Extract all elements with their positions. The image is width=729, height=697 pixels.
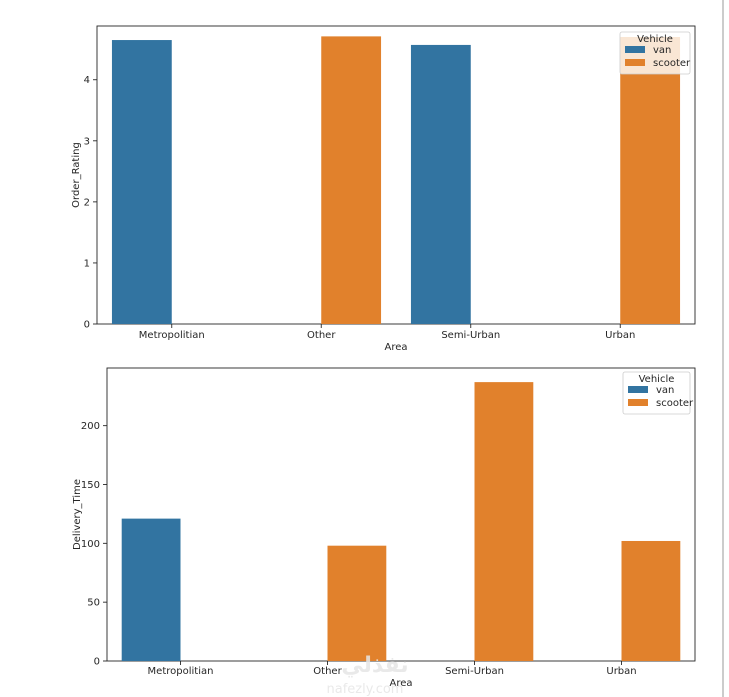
legend-title: Vehicle <box>639 374 675 385</box>
legend-label-scooter: scooter <box>656 398 694 409</box>
x-tick-label: Metropolitian <box>139 330 205 341</box>
x-tick-label: Urban <box>606 666 636 677</box>
watermark-arabic-text: نفذلي <box>341 653 408 678</box>
y-tick-label: 2 <box>84 197 90 208</box>
legend-title: Vehicle <box>637 34 673 45</box>
legend-label-van: van <box>653 45 671 56</box>
legend-label-van: van <box>656 385 674 396</box>
y-tick-label: 0 <box>94 657 100 668</box>
legend-label-scooter: scooter <box>653 58 691 69</box>
legend-swatch-scooter <box>625 59 645 66</box>
y-axis-label: Order_Rating <box>71 142 82 208</box>
x-tick-label: Other <box>313 666 342 677</box>
bar-scooter-other <box>327 545 387 661</box>
y-tick-label: 200 <box>81 421 100 432</box>
y-tick-label: 3 <box>84 136 90 147</box>
bar-scooter-urban <box>620 36 681 325</box>
y-tick-label: 0 <box>84 320 90 331</box>
bar-van-metropolitian <box>111 40 172 325</box>
x-tick-label: Urban <box>605 330 635 341</box>
y-tick-label: 1 <box>84 258 90 269</box>
x-axis-label: Area <box>389 678 412 689</box>
watermark-latin-text: nafezly.com <box>327 682 404 697</box>
bar-scooter-urban <box>621 540 681 661</box>
y-tick-label: 100 <box>81 539 100 550</box>
y-axis-label: Delivery_Time <box>72 479 83 550</box>
legend-swatch-van <box>625 46 645 53</box>
plot-frame <box>106 367 696 662</box>
legend-swatch-scooter <box>628 399 648 406</box>
bar-scooter-semi-urban <box>474 382 534 661</box>
plot-frame <box>96 25 696 325</box>
bar-scooter-other <box>321 36 382 324</box>
bar-van-semi-urban <box>410 44 471 324</box>
x-tick-label: Metropolitian <box>148 666 214 677</box>
y-tick-label: 150 <box>81 480 100 491</box>
legend-swatch-van <box>628 386 648 393</box>
y-tick-label: 4 <box>84 75 90 86</box>
x-tick-label: Other <box>307 330 336 341</box>
y-tick-label: 50 <box>87 598 100 609</box>
x-tick-label: Semi-Urban <box>445 666 504 677</box>
x-tick-label: Semi-Urban <box>441 330 500 341</box>
x-axis-label: Area <box>384 342 407 353</box>
bar-van-metropolitian <box>121 518 181 661</box>
